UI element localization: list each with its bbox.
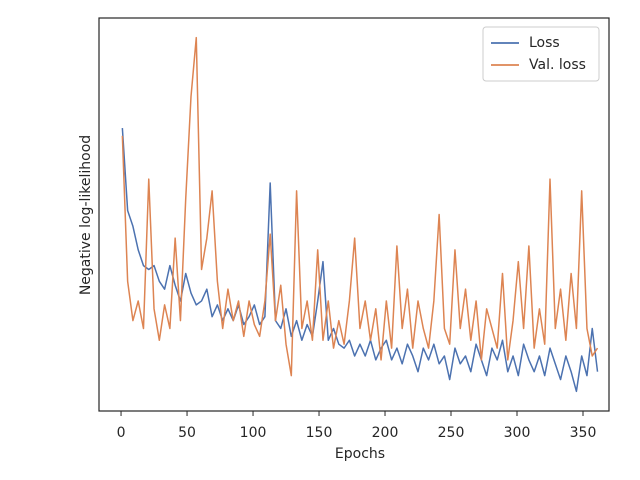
x-tick-label: 250 [438, 425, 465, 441]
legend-box [482, 26, 600, 82]
legend-label: Val. loss [529, 57, 586, 73]
legend: Loss Val. loss [482, 26, 600, 82]
x-axis-label: Epochs [335, 446, 385, 462]
x-tick-label: 200 [372, 425, 399, 441]
x-tick-label: 150 [306, 425, 333, 441]
x-tick-label: 0 [117, 425, 126, 441]
x-tick-label: 100 [240, 425, 267, 441]
series-line [121, 127, 599, 393]
plot-frame [98, 17, 610, 412]
series-line [121, 36, 599, 377]
x-tick-label: 350 [570, 425, 597, 441]
x-tick-label: 50 [178, 425, 196, 441]
legend-label: Loss [529, 35, 560, 51]
x-tick-label: 300 [504, 425, 531, 441]
y-axis-label: Negative log-likelihood [78, 135, 94, 295]
